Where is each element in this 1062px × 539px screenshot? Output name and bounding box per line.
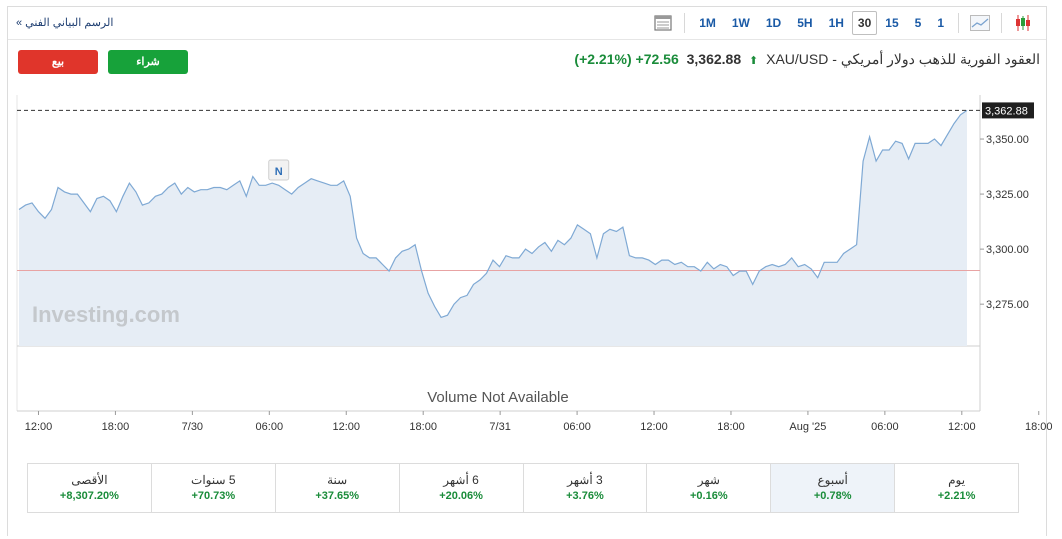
buy-button[interactable]: شراء xyxy=(108,50,188,74)
period-label: 3 أشهر xyxy=(567,473,603,487)
x-tick-label: 18:00 xyxy=(102,421,130,433)
chart-toolbar: الرسم البياني الفني » 1M 1W 1D 5H 1H 30 … xyxy=(8,7,1046,40)
period-label: أسبوع xyxy=(817,473,848,487)
watermark-logo: Investing.com xyxy=(32,302,180,327)
toolbar-divider xyxy=(1001,13,1002,33)
period-label: سنة xyxy=(327,473,348,487)
timeframe-1h[interactable]: 1H xyxy=(828,16,844,30)
timeframe-1m[interactable]: 1M xyxy=(699,16,716,30)
period-cell[interactable]: سنة +37.65% xyxy=(274,464,399,512)
period-change: +8,307.20% xyxy=(59,490,119,502)
timeframe-1w[interactable]: 1W xyxy=(731,16,750,30)
period-label: الأقصى xyxy=(71,473,108,487)
price-area-fill xyxy=(19,110,967,347)
period-cell[interactable]: 6 أشهر +20.06% xyxy=(398,464,523,512)
x-tick-label: 7/31 xyxy=(489,421,510,433)
x-tick-label: 06:00 xyxy=(256,421,284,433)
period-change: +37.65% xyxy=(315,490,360,502)
instrument-name: XAU/USD - العقود الفورية للذهب دولار أمر… xyxy=(766,51,1040,67)
volume-note: Volume Not Available xyxy=(427,389,568,406)
period-change: +20.06% xyxy=(439,490,483,502)
timeframe-selector: 1M 1W 1D 5H 1H 30 15 5 1 xyxy=(648,11,1038,35)
up-arrow-icon: ⬆ xyxy=(749,55,759,67)
last-price-tag xyxy=(982,102,1034,119)
period-change: +70.73% xyxy=(191,490,236,502)
period-change: +2.21% xyxy=(937,490,976,502)
x-tick-label: 7/30 xyxy=(182,421,203,433)
x-tick-label: 18:00 xyxy=(409,421,437,433)
period-label: 5 سنوات xyxy=(191,473,236,487)
technical-chart-link[interactable]: الرسم البياني الفني » xyxy=(16,17,114,29)
y-tick-label: 3,350.00 xyxy=(986,134,1029,146)
toolbar-divider xyxy=(958,13,959,33)
timeframe-5[interactable]: 5 xyxy=(914,16,922,30)
x-tick-label: 12:00 xyxy=(25,421,53,433)
x-tick-label: 12:00 xyxy=(948,421,976,433)
y-tick-label: 3,300.00 xyxy=(986,244,1029,256)
x-tick-label: 12:00 xyxy=(640,421,668,433)
last-price-label: 3,362.88 xyxy=(985,105,1028,117)
x-tick-label: Aug '25 xyxy=(789,421,826,433)
last-price: 3,362.88 xyxy=(686,51,742,67)
news-marker[interactable] xyxy=(268,159,290,181)
period-change: +0.78% xyxy=(813,490,852,502)
x-tick-label: 18:00 xyxy=(1025,421,1053,433)
change-percent: (+2.21%) xyxy=(574,51,632,67)
line-chart-icon[interactable] xyxy=(969,12,991,34)
x-tick-label: 06:00 xyxy=(563,421,591,433)
timeframe-30[interactable]: 30 xyxy=(851,11,878,35)
period-label: شهر xyxy=(697,473,720,487)
period-cell[interactable]: أسبوع +0.78% xyxy=(770,464,895,512)
timeframe-1[interactable]: 1 xyxy=(937,16,944,30)
chart-widget: الرسم البياني الفني » 1M 1W 1D 5H 1H 30 … xyxy=(7,6,1047,536)
period-cell[interactable]: 3 أشهر +3.76% xyxy=(522,464,647,512)
timeframe-1d[interactable]: 1D xyxy=(765,16,782,30)
y-tick-label: 3,275.00 xyxy=(986,299,1029,311)
x-tick-label: 18:00 xyxy=(717,421,745,433)
x-tick-label: 06:00 xyxy=(871,421,899,433)
period-change: +3.76% xyxy=(566,490,604,502)
news-marker-label: N xyxy=(275,166,283,178)
price-chart-svg[interactable]: Investing.com 3,362.88 3,275.00 3,300.00 3,3… xyxy=(0,0,1062,460)
period-cell[interactable]: 5 سنوات +70.73% xyxy=(150,464,275,512)
period-cell[interactable]: يوم +2.21% xyxy=(894,464,1018,512)
sell-button[interactable]: بيع xyxy=(18,50,98,74)
period-label: 6 أشهر xyxy=(443,473,479,487)
period-label: يوم xyxy=(948,473,966,487)
price-chart[interactable]: Investing.com 3,362.88 3,275.00 3,300.00 3,3… xyxy=(0,0,1062,465)
change-value: +72.56 xyxy=(635,51,679,67)
table-icon[interactable] xyxy=(652,12,674,34)
period-change: +0.16% xyxy=(690,490,728,502)
performance-periods: الأقصى +8,307.20% 5 سنوات +70.73% سنة +37.65%… xyxy=(27,463,1019,513)
timeframe-5h[interactable]: 5H xyxy=(797,16,813,30)
price-series-line xyxy=(18,109,968,319)
x-tick-label: 12:00 xyxy=(332,421,360,433)
candlestick-icon[interactable] xyxy=(1012,12,1034,34)
period-cell[interactable]: الأقصى +8,307.20% xyxy=(28,464,151,512)
quote-header: (+2.21%) +72.56 3,362.88 ⬆ XAU/USD - الع… xyxy=(574,51,1040,68)
period-cell[interactable]: شهر +0.16% xyxy=(646,464,770,512)
y-tick-label: 3,325.00 xyxy=(986,189,1029,201)
toolbar-divider xyxy=(684,13,686,33)
timeframe-15[interactable]: 15 xyxy=(885,16,899,30)
